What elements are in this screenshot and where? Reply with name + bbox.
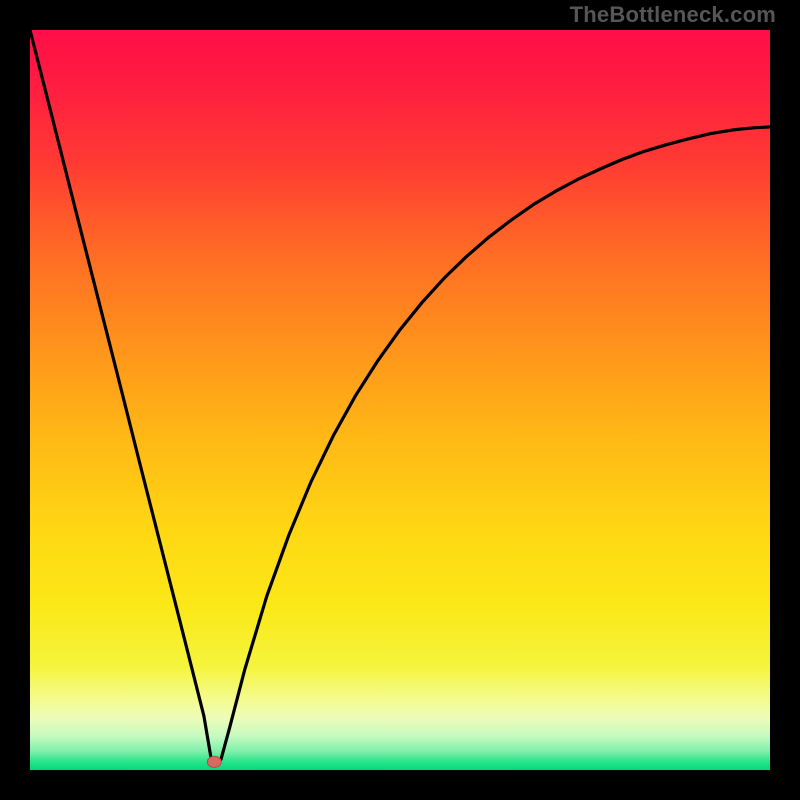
plot-background <box>30 30 770 770</box>
minimum-marker <box>207 756 221 767</box>
bottleneck-chart <box>0 0 800 800</box>
chart-frame: TheBottleneck.com <box>0 0 800 800</box>
